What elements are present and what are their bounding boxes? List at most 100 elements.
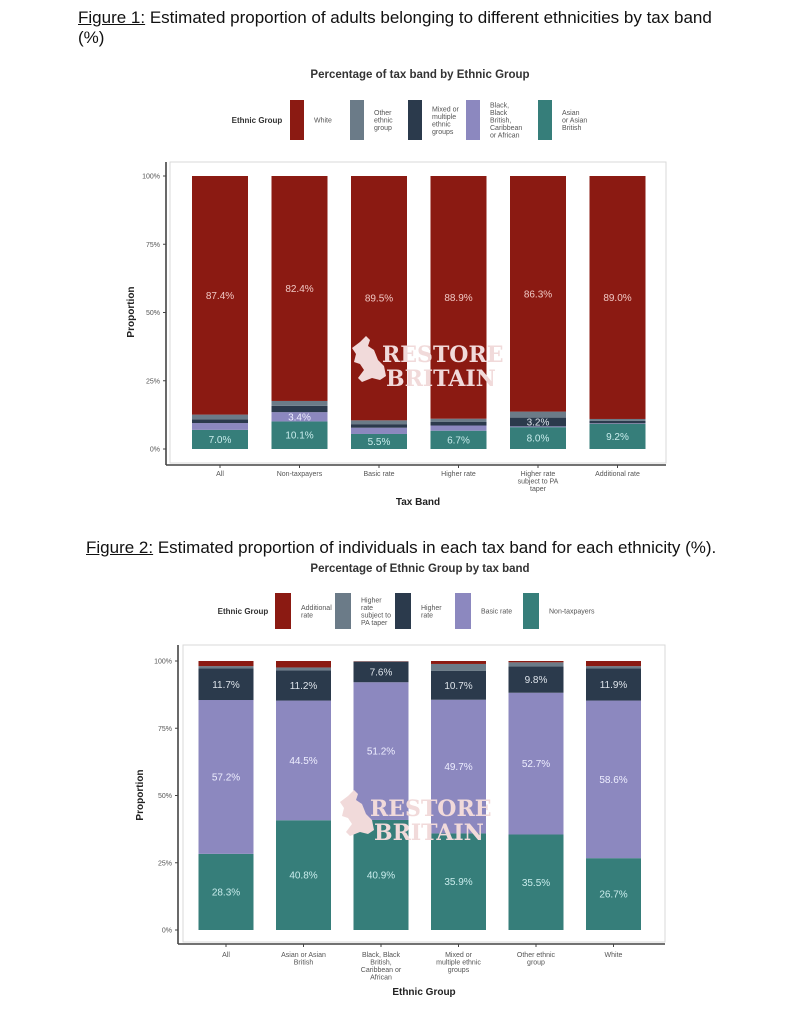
bar-segment-additional-rate bbox=[276, 661, 331, 668]
y-tick-label: 25% bbox=[146, 378, 160, 385]
bar-segment-non-taxpayers bbox=[431, 833, 486, 930]
legend-label: Non-taxpayers bbox=[549, 609, 595, 616]
bar-segment-other-ethnic-group bbox=[271, 400, 328, 406]
x-tick-label-line: Black, Black bbox=[362, 952, 401, 959]
x-tick-label-line: Other ethnic bbox=[517, 952, 556, 959]
figure-2-heading: Figure 2: Estimated proportion of indivi… bbox=[86, 538, 766, 558]
bar-segment-basic-rate bbox=[353, 682, 409, 820]
bar-higher-rate-subject-to-pa-taper: 8.0% 3.2% 86.3% bbox=[510, 176, 566, 449]
bar-segment-mixed-or-multiple-ethnic-groups bbox=[430, 421, 487, 426]
data-label: 3.2% bbox=[527, 417, 550, 428]
data-label: 88.9% bbox=[444, 293, 472, 304]
figure-1-heading: Figure 1: Estimated proportion of adults… bbox=[78, 8, 738, 48]
x-tick-label: Higher rate bbox=[441, 471, 476, 478]
chart2-title: Percentage of Ethnic Group by tax band bbox=[310, 563, 529, 575]
data-label: 9.2% bbox=[606, 432, 629, 443]
data-label: 86.3% bbox=[524, 289, 552, 300]
data-label: 10.7% bbox=[444, 681, 472, 692]
legend-item-black-black-british-caribbean-or-african: Black, Black British, Caribbean or African bbox=[466, 100, 522, 140]
chart2-y-axis-title: Proportion bbox=[135, 769, 146, 820]
data-label: 40.8% bbox=[289, 871, 317, 882]
legend-item-asian-or-asian-british: Asian or Asian British bbox=[538, 100, 587, 140]
legend-swatch-higher-rate bbox=[395, 593, 411, 629]
legend-label-line: ethnic bbox=[374, 118, 393, 125]
x-tick-label-line: British, bbox=[370, 960, 391, 967]
legend-label-line: or African bbox=[490, 133, 520, 140]
x-tick-label-line: taper bbox=[530, 486, 547, 493]
bar-segment-white bbox=[192, 176, 248, 415]
bar-segment-black-black-british-caribbean-or-african bbox=[510, 426, 566, 428]
data-label: 11.2% bbox=[290, 681, 318, 692]
bar-segment-basic-rate bbox=[431, 699, 486, 834]
bar-segment-additional-rate bbox=[508, 661, 564, 663]
data-label: 6.7% bbox=[447, 435, 470, 446]
x-tick-label-line: Mixed or bbox=[445, 952, 473, 959]
bar-segment-other-ethnic-group bbox=[589, 418, 646, 421]
x-tick-label-line: group bbox=[527, 960, 545, 967]
data-label: 9.8% bbox=[525, 675, 548, 686]
bar-segment-other-ethnic-group bbox=[430, 418, 487, 422]
bar-segment-higher-rate-subject-to-pa-taper bbox=[353, 661, 409, 662]
bar-segment-other-ethnic-group bbox=[351, 420, 407, 425]
bar-other-ethnic-group: 35.5% 52.7% 9.8% bbox=[508, 661, 564, 930]
bar-segment-non-taxpayers bbox=[353, 819, 409, 930]
watermark-line-2: BRITAIN bbox=[386, 366, 496, 392]
x-tick-label: Asian or Asian British bbox=[281, 952, 326, 967]
x-tick-label: Higher rate subject to PA taper bbox=[518, 471, 559, 493]
bar-segment-basic-rate bbox=[508, 692, 564, 835]
data-label: 52.7% bbox=[522, 759, 550, 770]
bar-segment-white bbox=[430, 176, 487, 419]
bar-segment-mixed-or-multiple-ethnic-groups bbox=[192, 419, 248, 424]
x-tick-label-line: Caribbean or bbox=[361, 967, 402, 974]
bar-segment-asian-or-asian-british bbox=[589, 423, 646, 449]
bar-higher-rate: 6.7% 88.9% bbox=[430, 176, 487, 449]
figure-1-label: Figure 1: bbox=[78, 8, 146, 27]
data-label: 10.1% bbox=[285, 431, 313, 442]
data-label: 11.9% bbox=[600, 680, 628, 691]
bar-segment-black-black-british-caribbean-or-african bbox=[192, 423, 248, 430]
figure-1-caption: Estimated proportion of adults belonging… bbox=[78, 8, 712, 47]
legend-label-line: PA taper bbox=[361, 620, 388, 627]
watermark-line-2: BRITAIN bbox=[374, 820, 484, 846]
legend-swatch-higher-rate-subject-to-pa-taper bbox=[335, 593, 351, 629]
legend-label-line: Caribbean bbox=[490, 125, 522, 132]
legend-item-basic-rate: Basic rate bbox=[455, 593, 512, 629]
bar-asian-or-asian-british: 40.8% 44.5% 11.2% bbox=[276, 661, 331, 930]
bar-non-taxpayers: 10.1% 3.4% 82.4% bbox=[271, 176, 328, 449]
y-tick-label: 0% bbox=[150, 447, 160, 454]
legend-swatch-mixed-or-multiple-ethnic-groups bbox=[408, 100, 422, 140]
x-tick-label: Non-taxpayers bbox=[277, 471, 323, 478]
x-tick-label-line: subject to PA bbox=[518, 479, 559, 486]
bar-all: 28.3% 57.2% 11.7% bbox=[198, 661, 254, 930]
legend-label: Asian or Asian British bbox=[562, 110, 587, 132]
y-tick-label: 100% bbox=[154, 659, 172, 666]
bar-segment-higher-rate bbox=[276, 670, 331, 701]
bar-black-black-british-caribbean-or-african: 40.9% 51.2% 7.6% bbox=[353, 661, 409, 930]
legend-label: Mixed or multiple ethnic groups bbox=[432, 106, 460, 136]
legend-title: Ethnic Group bbox=[232, 116, 283, 125]
data-label: 89.0% bbox=[603, 293, 631, 304]
legend-item-non-taxpayers: Non-taxpayers bbox=[523, 593, 595, 629]
x-tick-label-line: All bbox=[216, 471, 224, 478]
legend-label: Higher rate subject to PA taper bbox=[361, 597, 391, 627]
bar-segment-higher-rate-subject-to-pa-taper bbox=[508, 662, 564, 667]
x-tick-label: White bbox=[605, 952, 623, 959]
uk-map-icon bbox=[340, 790, 374, 836]
bar-segment-asian-or-asian-british bbox=[510, 427, 566, 449]
data-label: 7.0% bbox=[209, 435, 232, 446]
data-label: 28.3% bbox=[212, 887, 240, 898]
x-tick-label-line: White bbox=[605, 952, 623, 959]
legend-swatch-basic-rate bbox=[455, 593, 471, 629]
bar-segment-other-ethnic-group bbox=[192, 414, 248, 420]
bar-segment-mixed-or-multiple-ethnic-groups bbox=[351, 424, 407, 428]
x-tick-label: All bbox=[216, 471, 224, 478]
legend-label-line: Non-taxpayers bbox=[549, 609, 595, 616]
bar-segment-additional-rate bbox=[586, 661, 641, 667]
legend-label: White bbox=[314, 118, 332, 125]
bar-segment-additional-rate bbox=[431, 661, 486, 664]
bar-white: 26.7% 58.6% 11.9% bbox=[586, 661, 641, 930]
watermark-line-1: RESTORE bbox=[382, 342, 504, 368]
x-tick-label: Additional rate bbox=[595, 471, 640, 478]
data-label: 35.5% bbox=[522, 878, 550, 889]
legend-label-line: White bbox=[314, 118, 332, 125]
